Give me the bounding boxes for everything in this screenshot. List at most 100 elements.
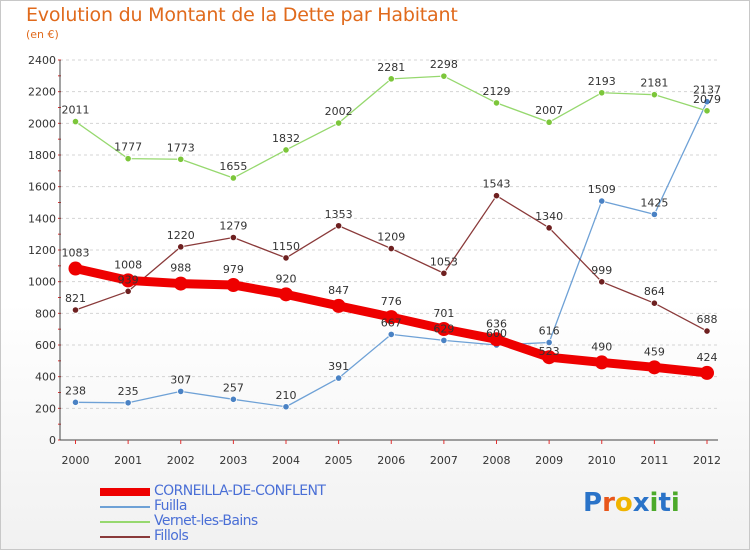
- line-chart: 0 200 400 600 800 1000 1200 1400 1600 1800 2000 220…: [28, 54, 721, 467]
- data-point: [700, 365, 714, 380]
- data-point: [177, 155, 185, 163]
- data-point: [384, 310, 399, 325]
- y-tick-label: 1600: [28, 181, 56, 194]
- chart-subtitle: (en €): [26, 28, 59, 41]
- data-label: 1083: [62, 247, 90, 260]
- data-label: 999: [591, 264, 612, 277]
- data-label: 920: [276, 272, 297, 285]
- logo-letter: o: [614, 488, 633, 518]
- data-label: 1340: [535, 210, 563, 223]
- data-point: [703, 327, 711, 335]
- data-point: [71, 306, 80, 314]
- data-point: [440, 336, 448, 345]
- data-point: [387, 244, 395, 253]
- data-label: 2193: [588, 75, 616, 88]
- data-point: [703, 107, 711, 115]
- y-tick-label: 1800: [28, 149, 56, 162]
- data-point: [545, 338, 553, 347]
- data-point: [650, 91, 658, 99]
- y-tick-label: 600: [35, 339, 56, 352]
- data-label: 424: [697, 351, 718, 364]
- x-tick-label: 2012: [693, 454, 721, 467]
- data-point: [124, 155, 132, 163]
- data-point: [282, 403, 290, 411]
- data-label: 1655: [219, 160, 247, 173]
- legend-label: CORNEILLA-DE-CONFLENT: [154, 483, 326, 499]
- data-point: [492, 99, 501, 107]
- data-point: [124, 399, 132, 407]
- data-point: [545, 118, 553, 126]
- data-label: 776: [381, 295, 402, 308]
- data-point: [542, 350, 557, 365]
- data-label: 1353: [325, 208, 353, 221]
- y-tick-label: 2000: [28, 117, 56, 130]
- data-label: 2011: [62, 104, 90, 117]
- x-tick-label: 2011: [640, 454, 668, 467]
- legend-label: Vernet-les-Bains: [154, 513, 258, 529]
- legend-label: Fillols: [154, 528, 189, 544]
- data-point: [440, 72, 448, 80]
- chart-title: Evolution du Montant de la Dette par Hab…: [26, 4, 458, 26]
- data-label: 210: [276, 389, 297, 402]
- data-label: 523: [539, 345, 560, 358]
- data-point: [545, 224, 553, 232]
- data-point: [335, 374, 343, 382]
- data-label: 2129: [483, 85, 511, 98]
- x-tick-label: 2004: [272, 454, 300, 467]
- data-label: 2079: [693, 93, 721, 106]
- data-point: [331, 298, 346, 313]
- data-point: [177, 387, 185, 395]
- legend-swatch: [100, 488, 150, 496]
- data-label: 2002: [325, 105, 353, 118]
- logo-letter: x: [632, 488, 650, 518]
- data-point: [492, 192, 501, 200]
- data-label: 1543: [483, 178, 511, 191]
- data-point: [647, 360, 662, 375]
- x-tick-label: 2000: [62, 454, 90, 467]
- data-label: 307: [170, 373, 191, 386]
- data-point: [68, 261, 83, 276]
- data-label: 1209: [377, 231, 405, 244]
- legend-swatch: [100, 536, 150, 538]
- y-tick-label: 1200: [28, 244, 56, 257]
- data-point: [440, 269, 448, 277]
- data-point: [71, 398, 80, 406]
- data-label: 1777: [114, 141, 142, 154]
- data-label: 988: [170, 262, 191, 275]
- data-point: [489, 332, 504, 347]
- y-tick-label: 200: [35, 402, 56, 415]
- data-point: [282, 146, 290, 154]
- logo-letter: i: [670, 488, 680, 518]
- logo-letter: t: [658, 488, 671, 518]
- data-point: [279, 287, 293, 302]
- data-point: [650, 299, 658, 307]
- data-point: [598, 278, 606, 286]
- legend-label: Fuilla: [154, 498, 187, 514]
- y-tick-label: 1400: [28, 212, 56, 225]
- data-label: 864: [644, 285, 665, 298]
- data-point: [387, 330, 395, 338]
- data-label: 1773: [167, 141, 195, 154]
- data-label: 847: [328, 284, 349, 297]
- x-tick-label: 2009: [535, 454, 563, 467]
- x-tick-label: 2010: [588, 454, 616, 467]
- data-point: [226, 277, 241, 292]
- logo-letter: P: [583, 488, 603, 518]
- data-label: 2137: [693, 84, 721, 97]
- y-tick-label: 2200: [28, 86, 56, 99]
- data-label: 636: [486, 317, 507, 330]
- y-tick-label: 800: [35, 307, 56, 320]
- data-point: [71, 117, 80, 126]
- data-point: [436, 322, 451, 337]
- data-label: 1279: [219, 219, 247, 232]
- data-point: [177, 243, 185, 251]
- data-label: 238: [65, 384, 86, 397]
- y-tick-label: 2400: [28, 54, 56, 67]
- data-label: 1220: [167, 229, 195, 242]
- data-point: [282, 254, 290, 262]
- legend-swatch: [100, 521, 150, 523]
- data-point: [598, 197, 606, 205]
- x-tick-label: 2008: [483, 454, 511, 467]
- data-label: 2281: [377, 61, 405, 74]
- data-label: 821: [65, 292, 86, 305]
